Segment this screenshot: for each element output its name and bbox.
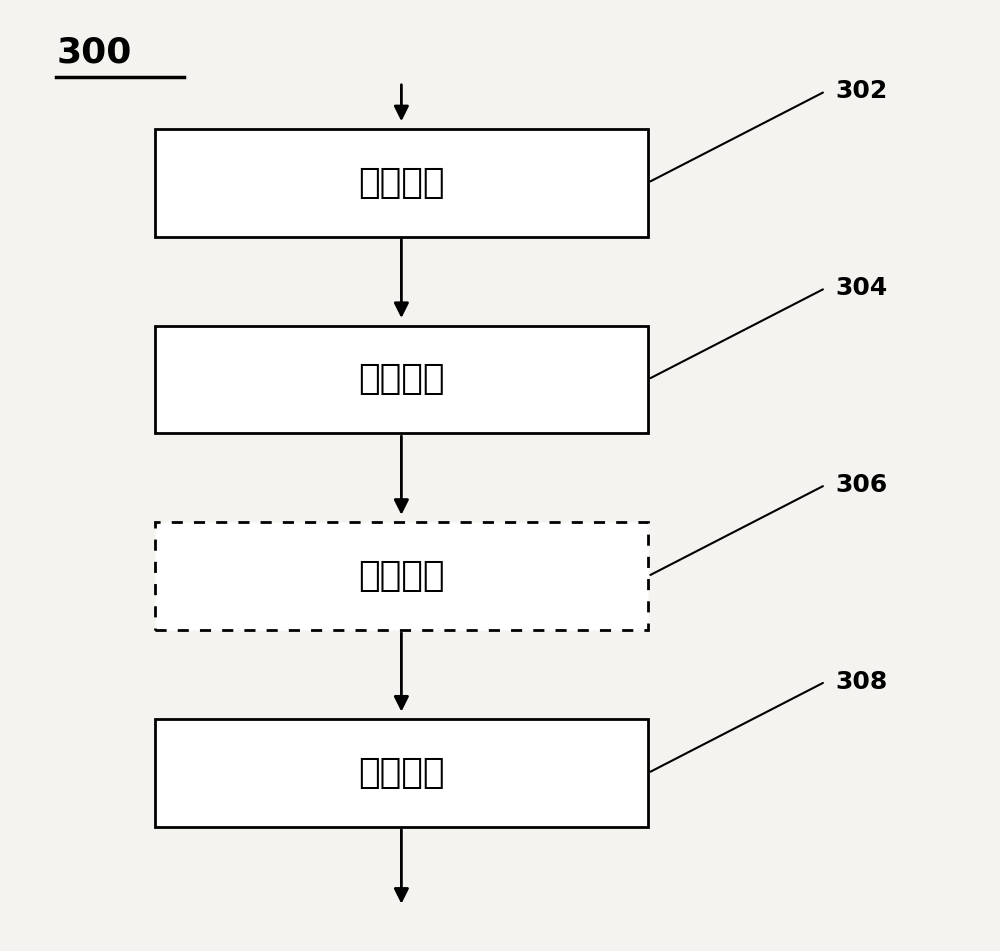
- Text: 确定步骤: 确定步骤: [358, 165, 445, 200]
- Text: 生成步骤: 生成步骤: [358, 362, 445, 397]
- Text: 300: 300: [56, 35, 132, 69]
- Text: 308: 308: [835, 670, 888, 693]
- Bar: [155, 522, 648, 631]
- Text: 302: 302: [835, 79, 888, 104]
- Bar: [155, 325, 648, 434]
- Bar: [155, 719, 648, 827]
- Text: 306: 306: [835, 473, 888, 496]
- Text: 处理步骤: 处理步骤: [358, 559, 445, 593]
- Bar: [155, 128, 648, 237]
- Text: 检选步骤: 检选步骤: [358, 756, 445, 790]
- Text: 304: 304: [835, 276, 888, 301]
